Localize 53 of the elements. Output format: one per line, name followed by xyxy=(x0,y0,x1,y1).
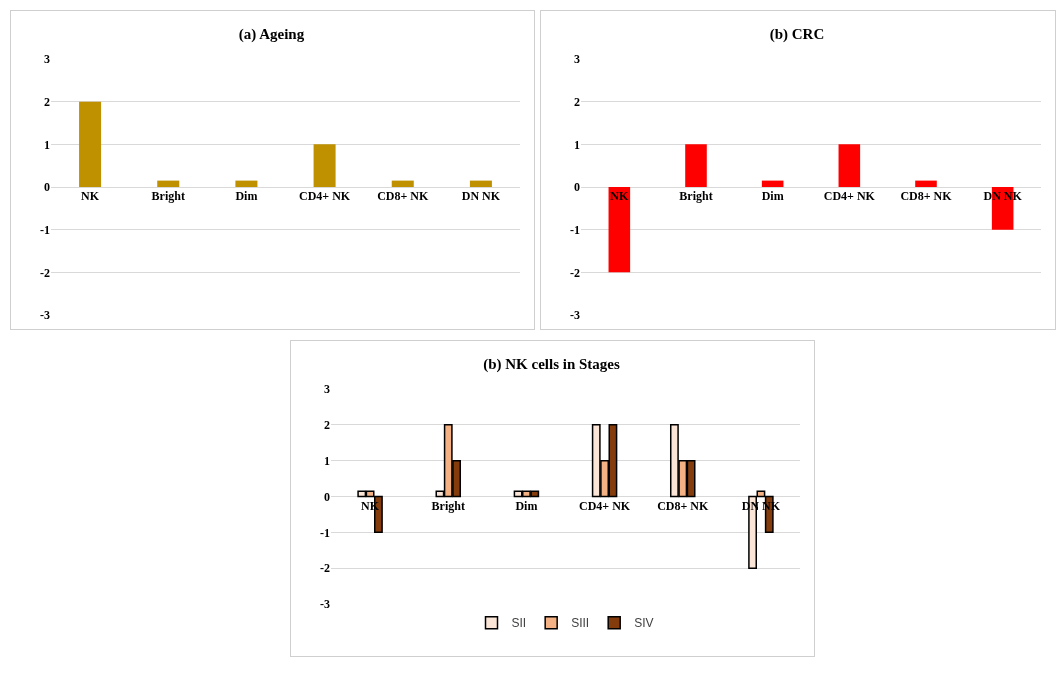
bar xyxy=(313,144,336,187)
legend-label: SIII xyxy=(571,616,590,631)
bar xyxy=(915,180,937,187)
y-tick-label: 2 xyxy=(574,94,580,109)
x-tick-label: CD8+ NK xyxy=(900,189,953,203)
y-tick-label: -2 xyxy=(320,561,330,576)
y-tick-label: -3 xyxy=(320,597,330,612)
bar xyxy=(608,187,631,273)
x-tick-label: CD4+ NK xyxy=(823,189,876,203)
bar xyxy=(469,180,492,187)
y-tick-label: 1 xyxy=(574,137,580,152)
y-tick-label: 1 xyxy=(324,453,330,468)
bar xyxy=(79,101,102,187)
y-tick-label: 3 xyxy=(324,382,330,397)
legend-label: SII xyxy=(511,616,527,631)
y-tick-label: -3 xyxy=(570,308,580,323)
y-tick-label: -2 xyxy=(40,265,50,280)
bar xyxy=(761,180,784,187)
x-tick-label: Dim xyxy=(235,189,258,203)
x-tick-label: Bright xyxy=(431,498,465,513)
y-tick-label: -3 xyxy=(40,308,50,323)
y-tick-label: 3 xyxy=(574,52,580,67)
legend-label: SIV xyxy=(634,616,654,631)
y-tick-label: -1 xyxy=(40,222,50,237)
x-tick-label: Dim xyxy=(761,189,784,203)
y-tick-label: 2 xyxy=(324,418,330,433)
y-tick-label: 1 xyxy=(44,137,50,152)
x-tick-label: NK xyxy=(81,189,100,203)
x-tick-label: DN NK xyxy=(461,189,501,203)
chart-title: (b) CRC xyxy=(769,26,825,44)
x-tick-label: CD8+ NK xyxy=(657,498,709,513)
bar xyxy=(235,180,258,187)
bar xyxy=(157,180,180,187)
x-tick-label: Dim xyxy=(515,498,538,513)
x-tick-label: CD4+ NK xyxy=(298,189,351,203)
bar xyxy=(391,180,414,187)
y-tick-label: 2 xyxy=(44,94,50,109)
chart-title: (b) NK cells in Stages xyxy=(483,356,620,374)
x-tick-label: NK xyxy=(610,189,629,203)
x-tick-label: Bright xyxy=(151,189,185,203)
bar xyxy=(838,144,861,187)
x-tick-label: Bright xyxy=(679,189,713,203)
y-tick-label: -1 xyxy=(570,222,580,237)
y-tick-label: -2 xyxy=(570,265,580,280)
y-tick-label: -1 xyxy=(320,525,330,540)
y-tick-label: 3 xyxy=(44,52,50,67)
x-tick-label: CD4+ NK xyxy=(578,498,631,513)
y-tick-label: 0 xyxy=(324,489,330,504)
x-tick-label: CD8+ NK xyxy=(377,189,429,203)
chart-title: (a) Ageing xyxy=(238,26,305,44)
bar xyxy=(685,144,707,187)
y-tick-label: 0 xyxy=(574,180,580,195)
y-tick-label: 0 xyxy=(44,180,50,195)
